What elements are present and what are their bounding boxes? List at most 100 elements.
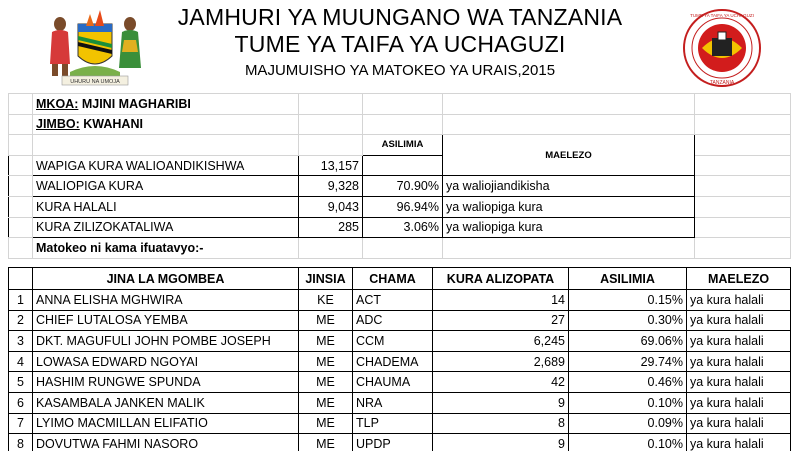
row-number: 8 — [8, 433, 33, 451]
summary-percent: 3.06% — [362, 216, 443, 239]
table-row: 7 LYIMO MACMILLAN ELIFATIO ME TLP 8 0.09… — [8, 412, 791, 435]
table-row: 6 KASAMBALA JANKEN MALIK ME NRA 9 0.10% … — [8, 391, 791, 414]
row-number: 2 — [8, 309, 33, 332]
results-header-row: JINA LA MGOMBEA JINSIA CHAMA KURA ALIZOP… — [8, 267, 791, 290]
col-chama: CHAMA — [352, 267, 433, 290]
jimbo-row: JIMBO: KWAHANI — [8, 113, 791, 136]
nec-seal-icon: TUME YA TAIFA YA UCHAGUZI TANZANIA — [683, 9, 761, 87]
summary-note: ya waliopiga kura — [442, 216, 695, 239]
summary-value: 285 — [298, 216, 363, 239]
row-number: 1 — [8, 289, 33, 311]
summary-label: WALIOPIGA KURA — [32, 175, 299, 197]
summary-percent: 96.94% — [362, 195, 443, 218]
candidate-name: DKT. MAGUFULI JOHN POMBE JOSEPH — [32, 330, 299, 352]
title-line-1: JAMHURI YA MUUNGANO WA TANZANIA — [177, 4, 623, 30]
summary-row: KURA HALALI 9,043 96.94% ya waliopiga ku… — [8, 195, 791, 218]
summary-value: 13,157 — [298, 154, 363, 177]
candidate-percent: 0.10% — [568, 391, 687, 414]
col-maelezo: MAELEZO — [686, 267, 791, 290]
candidate-votes: 9 — [432, 433, 569, 451]
candidate-votes: 9 — [432, 391, 569, 414]
candidate-party: ACT — [352, 289, 433, 311]
candidate-name: DOVUTWA FAHMI NASORO — [32, 433, 299, 451]
summary-label: WAPIGA KURA WALIOANDIKISHWA — [32, 154, 299, 177]
candidate-party: CHAUMA — [352, 371, 433, 393]
candidate-percent: 0.46% — [568, 371, 687, 393]
col-kura: KURA ALIZOPATA — [432, 267, 569, 290]
arms-motto: UHURU NA UMOJA — [70, 79, 120, 85]
results-intro: Matokeo ni kama ifuatavyo:- — [32, 237, 299, 259]
candidate-party: UPDP — [352, 433, 433, 451]
candidate-note: ya kura halali — [686, 412, 791, 435]
summary-row: WAPIGA KURA WALIOANDIKISHWA 13,157 — [8, 154, 791, 177]
table-row: 5 HASHIM RUNGWE SPUNDA ME CHAUMA 42 0.46… — [8, 371, 791, 393]
candidate-gender: ME — [298, 433, 353, 451]
summary-note: ya waliopiga kura — [442, 195, 695, 218]
title-line-2: TUME YA TAIFA YA UCHAGUZI — [234, 31, 566, 57]
summary-row: WALIOPIGA KURA 9,328 70.90% ya waliojian… — [8, 175, 791, 197]
summary-table: MKOA: MJINI MAGHARIBI JIMBO: KWAHANI ASI… — [8, 93, 791, 259]
title-line-3: MAJUMUISHO YA MATOKEO YA URAIS,2015 — [244, 62, 556, 79]
summary-row: KURA ZILIZOKATALIWA 285 3.06% ya waliopi… — [8, 216, 791, 239]
table-row: 1 ANNA ELISHA MGHWIRA KE ACT 14 0.15% ya… — [8, 289, 791, 311]
page-header: UHURU NA UMOJA JAMHURI YA MUUNGANO WA TA… — [0, 0, 800, 88]
candidate-gender: ME — [298, 330, 353, 352]
candidate-name: HASHIM RUNGWE SPUNDA — [32, 371, 299, 393]
summary-header-row: ASILIMIA MAELEZO — [8, 134, 791, 177]
candidate-note: ya kura halali — [686, 330, 791, 352]
table-row: 3 DKT. MAGUFULI JOHN POMBE JOSEPH ME CCM… — [8, 330, 791, 352]
col-asilimia: ASILIMIA — [362, 134, 443, 156]
candidate-percent: 0.15% — [568, 289, 687, 311]
candidate-gender: KE — [298, 289, 353, 311]
seal-country-text: TANZANIA — [710, 80, 735, 86]
candidate-votes: 27 — [432, 309, 569, 332]
jimbo-value: KWAHANI — [83, 117, 143, 132]
candidate-percent: 0.09% — [568, 412, 687, 435]
table-row: 4 LOWASA EDWARD NGOYAI ME CHADEMA 2,689 … — [8, 350, 791, 373]
mkoa-row: MKOA: MJINI MAGHARIBI — [8, 93, 791, 115]
candidate-gender: ME — [298, 371, 353, 393]
candidate-gender: ME — [298, 391, 353, 414]
candidate-gender: ME — [298, 350, 353, 373]
col-jina: JINA LA MGOMBEA — [32, 267, 299, 290]
candidate-note: ya kura halali — [686, 371, 791, 393]
candidate-party: CHADEMA — [352, 350, 433, 373]
col-asilimia: ASILIMIA — [568, 267, 687, 290]
candidate-name: LYIMO MACMILLAN ELIFATIO — [32, 412, 299, 435]
candidate-party: NRA — [352, 391, 433, 414]
candidate-votes: 14 — [432, 289, 569, 311]
results-table: JINA LA MGOMBEA JINSIA CHAMA KURA ALIZOP… — [8, 267, 791, 451]
candidate-votes: 6,245 — [432, 330, 569, 352]
summary-value: 9,043 — [298, 195, 363, 218]
row-number: 5 — [8, 371, 33, 393]
candidate-party: ADC — [352, 309, 433, 332]
candidate-gender: ME — [298, 309, 353, 332]
candidate-note: ya kura halali — [686, 433, 791, 451]
candidate-name: LOWASA EDWARD NGOYAI — [32, 350, 299, 373]
candidate-note: ya kura halali — [686, 289, 791, 311]
candidate-percent: 69.06% — [568, 330, 687, 352]
mkoa-label: MKOA: — [36, 96, 79, 111]
summary-value: 9,328 — [298, 175, 363, 197]
col-maelezo: MAELEZO — [442, 134, 695, 177]
candidate-name: KASAMBALA JANKEN MALIK — [32, 391, 299, 414]
row-number: 6 — [8, 391, 33, 414]
candidate-name: ANNA ELISHA MGHWIRA — [32, 289, 299, 311]
candidate-percent: 29.74% — [568, 350, 687, 373]
candidate-percent: 0.30% — [568, 309, 687, 332]
candidate-percent: 0.10% — [568, 433, 687, 451]
table-row: 2 CHIEF LUTALOSA YEMBA ME ADC 27 0.30% y… — [8, 309, 791, 332]
mkoa-value: MJINI MAGHARIBI — [81, 96, 191, 111]
candidate-note: ya kura halali — [686, 350, 791, 373]
row-number: 7 — [8, 412, 33, 435]
candidate-gender: ME — [298, 412, 353, 435]
table-row: 8 DOVUTWA FAHMI NASORO ME UPDP 9 0.10% y… — [8, 433, 791, 451]
summary-label: KURA HALALI — [32, 195, 299, 218]
intro-row: Matokeo ni kama ifuatavyo:- — [8, 237, 791, 259]
summary-note: ya waliojiandikisha — [442, 175, 695, 197]
summary-percent: 70.90% — [362, 175, 443, 197]
candidate-votes: 2,689 — [432, 350, 569, 373]
summary-percent — [362, 154, 443, 177]
jimbo-label: JIMBO: — [36, 117, 80, 132]
tanzania-coat-of-arms-icon: UHURU NA UMOJA — [50, 10, 141, 86]
